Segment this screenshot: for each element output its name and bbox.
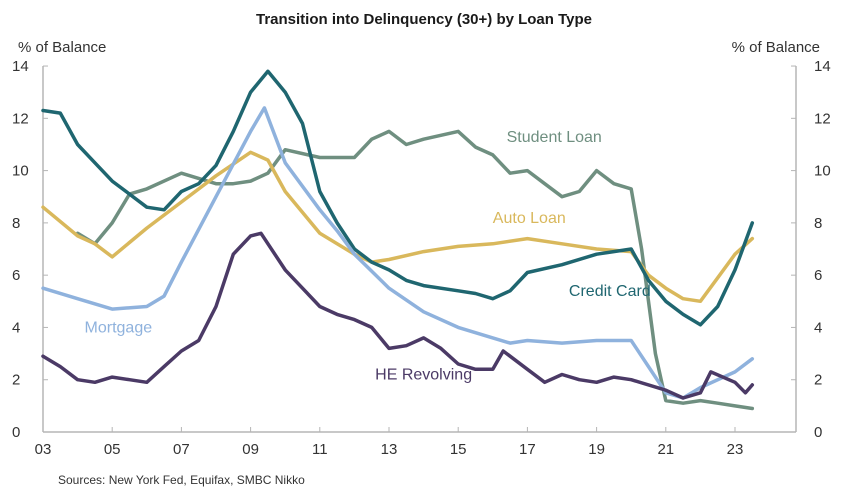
x-tick-label: 13 bbox=[381, 441, 398, 458]
x-tick-label: 03 bbox=[35, 441, 52, 458]
x-tick-label: 19 bbox=[588, 441, 605, 458]
x-tick-label: 09 bbox=[242, 441, 259, 458]
x-tick-label: 17 bbox=[519, 441, 536, 458]
y-tick-label-left: 2 bbox=[12, 372, 20, 389]
label-auto-loan: Auto Loan bbox=[493, 210, 566, 227]
source-note: Sources: New York Fed, Equifax, SMBC Nik… bbox=[58, 473, 305, 487]
x-tick-label: 15 bbox=[450, 441, 467, 458]
y-tick-label-right: 8 bbox=[814, 215, 822, 232]
y-axis-label-left: % of Balance bbox=[18, 39, 106, 56]
label-he-revolving: HE Revolving bbox=[375, 367, 472, 384]
series-lines bbox=[41, 69, 755, 411]
y-tick-label-left: 0 bbox=[12, 424, 20, 441]
y-axis-label-right: % of Balance bbox=[732, 39, 820, 56]
chart-title: Transition into Delinquency (30+) by Loa… bbox=[256, 11, 592, 28]
x-tick-label: 21 bbox=[657, 441, 674, 458]
series-labels: Student Loan Auto Loan Credit Card Mortgage… bbox=[85, 129, 651, 384]
x-tick-label: 05 bbox=[104, 441, 121, 458]
x-tick-label: 11 bbox=[312, 441, 328, 458]
y-tick-label-left: 12 bbox=[12, 110, 29, 127]
y-tick-label-left: 8 bbox=[12, 215, 20, 232]
x-tick-label: 23 bbox=[727, 441, 744, 458]
y-tick-label-left: 10 bbox=[12, 163, 29, 180]
y-tick-label-right: 12 bbox=[814, 110, 831, 127]
label-credit-card: Credit Card bbox=[569, 283, 651, 300]
label-student-loan: Student Loan bbox=[507, 129, 602, 146]
line-auto-loan bbox=[41, 150, 755, 304]
y-tick-label-left: 4 bbox=[12, 319, 20, 336]
line-credit-card bbox=[41, 69, 755, 327]
y-tick-label-left: 6 bbox=[12, 267, 20, 284]
axes: 0 0 2 2 4 4 6 6 8 8 10 10 12 12 14 14 03 05 07 09 11 13 15 17 19… bbox=[12, 58, 831, 458]
y-tick-label-right: 2 bbox=[814, 372, 822, 389]
y-tick-label-right: 14 bbox=[814, 58, 831, 75]
y-tick-label-right: 4 bbox=[814, 319, 822, 336]
x-tick-label: 07 bbox=[173, 441, 190, 458]
y-tick-label-right: 0 bbox=[814, 424, 822, 441]
y-tick-label-right: 10 bbox=[814, 163, 831, 180]
y-tick-label-left: 14 bbox=[12, 58, 29, 75]
label-mortgage: Mortgage bbox=[85, 320, 153, 337]
line-mortgage bbox=[41, 106, 755, 400]
y-tick-label-right: 6 bbox=[814, 267, 822, 284]
line-he-revolving bbox=[41, 231, 755, 400]
